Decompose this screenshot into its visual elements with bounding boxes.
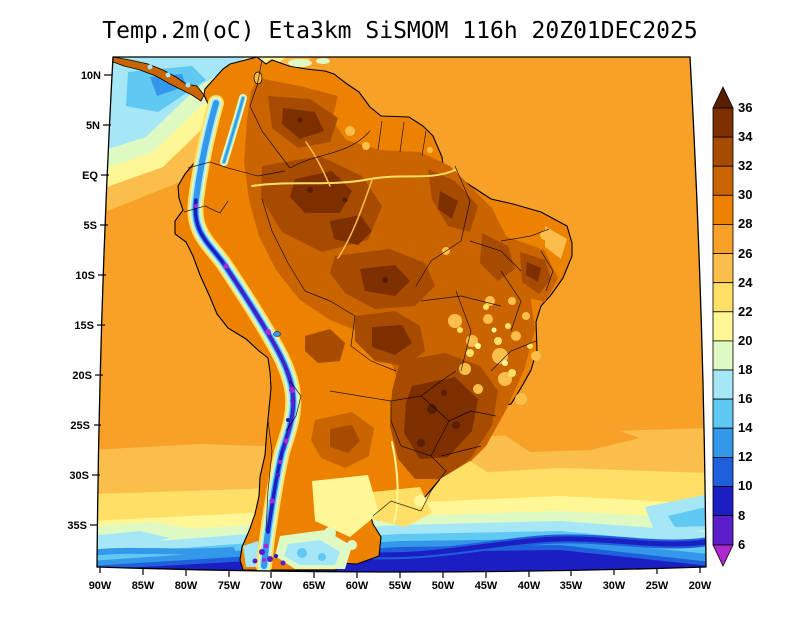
- hot-region-34: [282, 108, 541, 459]
- colorbar-segment: [712, 515, 734, 546]
- colorbar-segment: [712, 253, 734, 284]
- lon-tick-label: 55W: [389, 580, 412, 592]
- colorbar-labels: 36 34 32 30 28 26 24 22 20 18 16 14 12 1…: [738, 100, 753, 552]
- colorbar-tick-label: 8: [738, 508, 745, 523]
- lon-tick-label: 30W: [603, 580, 626, 592]
- plot-title: Temp.2m(oC) Eta3km SiSMOM 116h 20Z01DEC2…: [102, 18, 697, 44]
- colorbar-segment: [712, 223, 734, 254]
- lat-labels: 10N 5N EQ 5S 10S 15S 20S 25S 30S 35S: [67, 70, 101, 532]
- andes-purple-dots: [252, 398, 296, 566]
- lake-maracaibo: [253, 71, 263, 85]
- colorbar-segment: [712, 398, 734, 429]
- lon-tick-label: 35W: [560, 580, 583, 592]
- political-borders: [183, 59, 554, 532]
- sst-band-18: [97, 511, 706, 549]
- lat-tick-label: 5N: [86, 120, 100, 132]
- colorbar-tick-label: 18: [738, 362, 752, 377]
- colorbar-segment: [712, 340, 734, 371]
- river-traces: [251, 141, 456, 523]
- colorbar-segment: [712, 136, 734, 167]
- cool-patches-14: [297, 548, 326, 561]
- lon-tick-label: 75W: [218, 580, 241, 592]
- colorbar-segment: [712, 311, 734, 342]
- lat-tick-label: EQ: [82, 170, 98, 182]
- pacific-cool-patch-16: [97, 531, 170, 550]
- colorbar-tick-label: 10: [738, 478, 752, 493]
- colorbar-tick-label: 16: [738, 391, 752, 406]
- domain-frame: [96, 56, 707, 573]
- lon-tick-label: 40W: [518, 580, 541, 592]
- colorbar-segment: [712, 456, 734, 487]
- colorbar-tick-label: 14: [738, 420, 753, 435]
- colorbar-tick-label: 24: [738, 275, 753, 290]
- lon-tick-label: 85W: [132, 580, 155, 592]
- colorbar: 36 34 32 30 28 26 24 22 20 18 16 14 12 1…: [712, 86, 753, 567]
- lon-tick-label: 45W: [475, 580, 498, 592]
- lat-ticks: [90, 74, 112, 526]
- colorbar-segments: [712, 86, 734, 567]
- lat-tick-label: 25S: [70, 420, 90, 432]
- colorbar-arrow-top: [712, 86, 734, 109]
- central-america-cool-dots: [147, 64, 191, 88]
- lon-tick-label: 70W: [260, 580, 283, 592]
- colorbar-tick-label: 20: [738, 333, 752, 348]
- colorbar-tick-label: 36: [738, 100, 752, 115]
- lat-tick-label: 5S: [84, 220, 97, 232]
- lon-ticks: [99, 567, 701, 578]
- colorbar-tick-label: 32: [738, 158, 752, 173]
- hot-region-36: [297, 117, 460, 447]
- colorbar-tick-label: 28: [738, 216, 752, 231]
- andes-cold-ribbon: [187, 94, 302, 572]
- pacific-front-streak: [97, 547, 235, 556]
- lon-tick-label: 20W: [689, 580, 712, 592]
- colorbar-segment: [712, 165, 734, 196]
- lat-tick-label: 20S: [72, 370, 92, 382]
- temperature-field: [97, 57, 706, 572]
- lon-tick-label: 90W: [89, 580, 112, 592]
- colorbar-segment: [712, 369, 734, 400]
- mild-patches-20: [312, 327, 508, 537]
- colorbar-segment: [712, 427, 734, 458]
- warm-current-tongue: [500, 420, 640, 452]
- central-america-strip: [112, 57, 205, 102]
- warm-speckles-24: [345, 126, 567, 405]
- colorbar-segment: [712, 486, 734, 517]
- colorbar-tick-label: 26: [738, 246, 752, 261]
- colorbar-tick-label: 30: [738, 187, 752, 202]
- colorbar-tick-label: 6: [738, 537, 745, 552]
- lon-tick-label: 50W: [432, 580, 455, 592]
- colorbar-arrow-bottom: [712, 544, 734, 567]
- lon-tick-label: 60W: [346, 580, 369, 592]
- colorbar-segment: [712, 282, 734, 313]
- lon-tick-label: 80W: [175, 580, 198, 592]
- lon-tick-label: 25W: [646, 580, 669, 592]
- lat-tick-label: 15S: [74, 320, 94, 332]
- east-edge-cool-14: [668, 506, 706, 527]
- andes-blue-dots: [274, 418, 290, 558]
- lon-tick-label: 65W: [303, 580, 326, 592]
- lat-tick-label: 10N: [81, 70, 101, 82]
- colorbar-tick-label: 34: [738, 129, 753, 144]
- cold-front-streak-inner: [342, 536, 706, 558]
- lat-tick-label: 35S: [67, 520, 87, 532]
- colorbar-tick-label: 12: [738, 449, 752, 464]
- lat-tick-label: 10S: [75, 270, 95, 282]
- andes-magenta-dots: [194, 204, 295, 562]
- colorbar-segment: [712, 194, 734, 225]
- lon-labels: 90W 85W 80W 75W 70W 65W 60W 55W 50W 45W …: [89, 580, 712, 592]
- sst-band-16: [97, 521, 706, 558]
- colorbar-tick-label: 22: [738, 304, 752, 319]
- colorbar-segment: [712, 107, 734, 138]
- lat-tick-label: 30S: [69, 470, 89, 482]
- lake-titicaca: [273, 331, 281, 337]
